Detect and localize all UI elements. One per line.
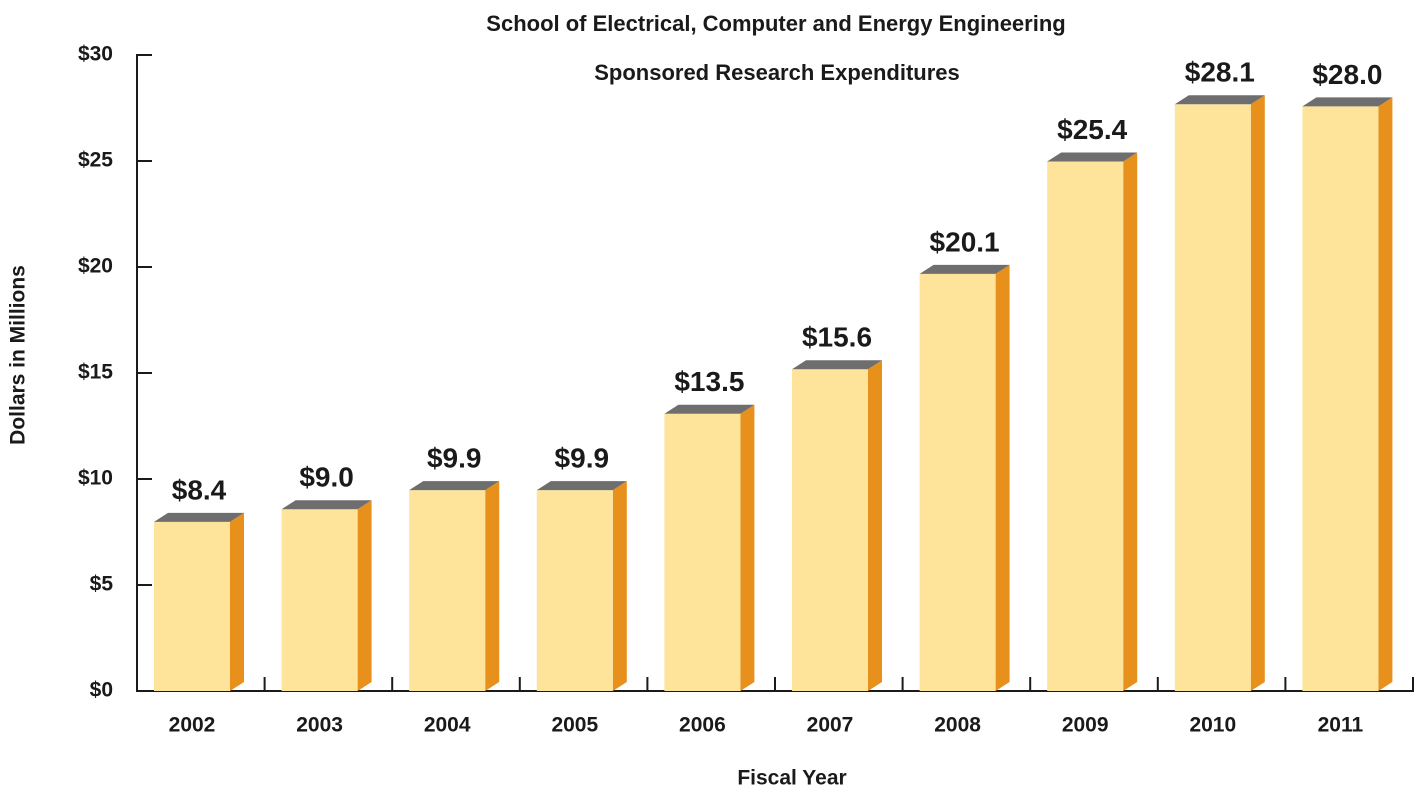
bar-front — [1047, 161, 1124, 691]
bar-side — [868, 360, 882, 691]
bar-front — [1174, 104, 1251, 691]
bar-side — [485, 481, 500, 691]
x-tick-label: 2002 — [169, 714, 216, 737]
chart-title: School of Electrical, Computer and Energ… — [486, 11, 1065, 36]
bar-top — [281, 500, 372, 510]
x-axis-label: Fiscal Year — [737, 767, 846, 790]
bar-side — [995, 264, 1010, 691]
bar-side — [1378, 97, 1393, 691]
bar — [792, 360, 882, 691]
y-tick-label: $20 — [78, 255, 113, 278]
value-label: $9.9 — [555, 443, 610, 474]
x-tick-label: 2008 — [934, 714, 981, 737]
bar — [154, 512, 244, 691]
x-tick-label: 2006 — [679, 714, 726, 737]
bar-front — [409, 490, 486, 691]
x-tick-label: 2007 — [807, 714, 854, 737]
bar — [1174, 95, 1265, 691]
bar-side — [1123, 152, 1138, 691]
bar-front — [664, 413, 741, 691]
bar-top — [154, 512, 244, 522]
bar-front — [919, 273, 996, 691]
value-label: $28.0 — [1312, 59, 1382, 90]
bar-top — [792, 360, 882, 370]
bar-top — [919, 264, 1010, 274]
bar-top — [1174, 95, 1265, 105]
bar — [281, 500, 372, 691]
value-label: $15.6 — [802, 322, 872, 353]
bar — [536, 481, 627, 691]
y-tick-label: $5 — [90, 573, 114, 596]
bar-top — [1047, 152, 1138, 162]
value-label: $8.4 — [172, 474, 227, 505]
y-tick-label: $0 — [90, 679, 113, 702]
bar-side — [612, 481, 627, 691]
bar-top — [409, 481, 500, 491]
x-tick-label: 2003 — [296, 714, 343, 737]
bar-front — [281, 509, 358, 691]
bar-side — [740, 404, 755, 691]
value-label: $9.0 — [299, 462, 354, 493]
y-tick-label: $25 — [78, 149, 113, 172]
bar-top — [536, 481, 627, 491]
x-tick-label: 2011 — [1318, 714, 1364, 737]
bar-front — [536, 490, 613, 691]
bar — [664, 404, 755, 691]
value-label: $13.5 — [674, 366, 744, 397]
bar-front — [1302, 106, 1379, 691]
bar-side — [357, 500, 372, 691]
value-label: $9.9 — [427, 443, 482, 474]
value-label: $25.4 — [1057, 114, 1127, 145]
bar — [1047, 152, 1138, 691]
bar-top — [664, 404, 755, 414]
value-label: $28.1 — [1185, 57, 1255, 88]
bar — [919, 264, 1010, 691]
x-tick-label: 2010 — [1189, 714, 1236, 737]
bar-top — [1302, 97, 1393, 107]
x-tick-label: 2004 — [424, 714, 471, 737]
bar — [409, 481, 500, 691]
value-label: $20.1 — [930, 226, 1000, 257]
y-tick-label: $30 — [78, 43, 113, 66]
x-tick-label: 2005 — [551, 714, 598, 737]
bar-side — [230, 512, 244, 691]
bar-front — [792, 369, 868, 691]
x-tick-label: 2009 — [1062, 714, 1109, 737]
y-tick-label: $10 — [78, 467, 113, 490]
y-tick-label: $15 — [78, 361, 113, 384]
bar-side — [1250, 95, 1265, 691]
bar — [1302, 97, 1393, 691]
y-axis-label: Dollars in Millions — [7, 265, 30, 445]
bar-front — [154, 521, 230, 691]
chart-subtitle: Sponsored Research Expenditures — [594, 60, 960, 85]
